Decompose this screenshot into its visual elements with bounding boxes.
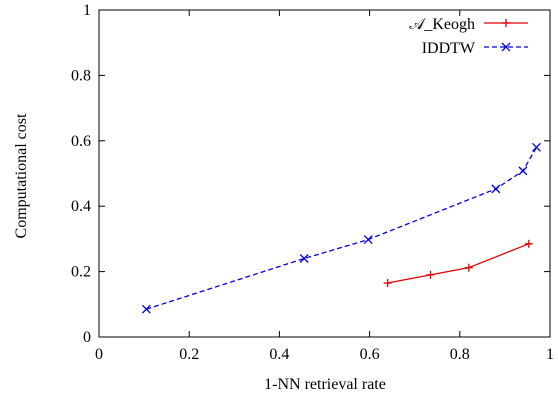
series-1 <box>383 239 533 288</box>
data-point <box>532 142 541 152</box>
x-tick-label: 0.6 <box>360 346 380 363</box>
legend-label: IDDTW <box>422 40 476 57</box>
data-point <box>491 184 501 194</box>
series-layer <box>141 142 541 314</box>
data-point <box>518 166 528 176</box>
data-point <box>363 235 373 245</box>
x-tick-label: 0.2 <box>179 346 199 363</box>
plot-area <box>98 9 551 338</box>
y-tick-label: 0.6 <box>71 133 91 150</box>
legend: 𝒜_Keogh IDDTW <box>409 16 528 57</box>
y-tick-label: 1 <box>83 2 91 19</box>
series-2 <box>141 142 541 314</box>
x-tick-label: 0 <box>95 346 103 363</box>
y-tick-label: 0 <box>83 329 91 346</box>
legend-marker <box>501 42 511 52</box>
axis-ticks: 0 0.2 0.4 0.6 0.8 1 0 0.2 0.4 0.6 0.8 1 <box>71 2 554 363</box>
x-tick-label: 1 <box>546 346 554 363</box>
y-tick-label: 0.2 <box>71 264 91 281</box>
data-point <box>299 254 309 263</box>
legend-label: 𝒜_Keogh <box>409 16 475 33</box>
x-tick-label: 0.4 <box>269 346 289 363</box>
data-point <box>141 304 151 314</box>
x-tick-label: 0.8 <box>450 346 470 363</box>
y-tick-label: 0.8 <box>71 67 91 84</box>
plot-frame <box>98 9 551 338</box>
series-line <box>146 147 538 310</box>
y-axis-title: Computational cost <box>13 113 30 238</box>
x-axis-title: 1-NN retrieval rate <box>264 376 386 393</box>
series-line <box>387 243 530 284</box>
y-tick-label: 0.4 <box>71 198 91 215</box>
